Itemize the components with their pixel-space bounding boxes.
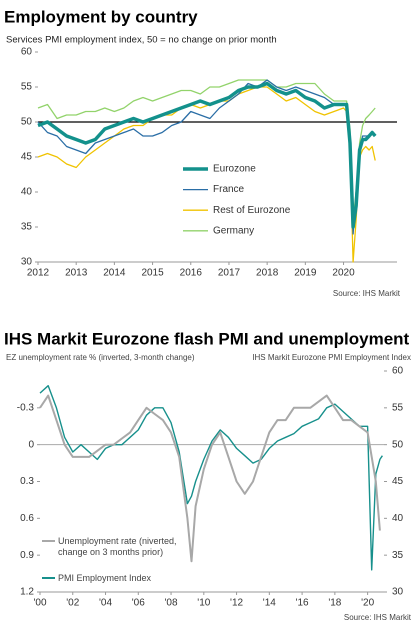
y2-tick-label: 50: [392, 439, 404, 450]
y-axis-label: EZ unemployment rate % (inverted, 3-mont…: [6, 353, 195, 362]
x-tick-label: '16: [296, 598, 309, 609]
y-tick-label: 0.9: [20, 550, 34, 561]
series-line: [39, 394, 381, 563]
chart-title: Employment by country: [4, 7, 198, 26]
x-tick-label: '02: [66, 598, 79, 609]
y2-tick-label: 45: [392, 476, 404, 487]
x-tick-label: '20: [361, 598, 374, 609]
legend-label: Eurozone: [213, 164, 256, 175]
y-tick-label: 0.6: [20, 513, 34, 524]
x-tick-label: '04: [99, 598, 112, 609]
y-tick-label: 45: [21, 152, 33, 163]
x-tick-label: 2014: [103, 268, 126, 279]
legend-label: Rest of Eurozone: [213, 205, 291, 216]
series-line: [37, 81, 377, 229]
y-tick-label: 1.2: [20, 587, 34, 598]
y2-tick-label: 30: [392, 587, 404, 598]
y-tick-label: 0: [28, 439, 34, 450]
series-line: [39, 385, 383, 571]
x-tick-label: '00: [33, 598, 46, 609]
series-line: [37, 86, 376, 263]
x-tick-label: 2018: [256, 268, 279, 279]
y-tick-label: 30: [21, 257, 33, 268]
series-line: [37, 79, 376, 235]
x-tick-label: '12: [230, 598, 243, 609]
y-tick-label: 35: [21, 222, 33, 233]
x-tick-label: 2013: [65, 268, 88, 279]
x-tick-label: 2012: [27, 268, 50, 279]
x-tick-label: 2020: [332, 268, 355, 279]
y-tick-label: 55: [21, 82, 33, 93]
y2-tick-label: 55: [392, 402, 404, 413]
y2-tick-label: 40: [392, 513, 404, 524]
y-tick-label: 60: [21, 47, 33, 58]
y-tick-label: -0.3: [17, 402, 35, 413]
source: Source: IHS Markit: [344, 613, 412, 622]
x-tick-label: '18: [328, 598, 341, 609]
y2-axis-label: IHS Markit Eurozone PMI Employment Index: [252, 353, 411, 362]
x-tick-label: 2017: [218, 268, 241, 279]
legend-label: Germany: [213, 225, 254, 236]
source: Source: IHS Markit: [333, 289, 401, 298]
chart-title: IHS Markit Eurozone flash PMI and unempl…: [4, 329, 410, 348]
x-tick-label: 2019: [294, 268, 317, 279]
legend-label: France: [213, 184, 245, 195]
x-tick-label: '06: [132, 598, 145, 609]
x-tick-label: 2015: [141, 268, 164, 279]
legend-label: PMI Employment Index: [58, 573, 152, 583]
y2-tick-label: 60: [392, 366, 404, 377]
y-tick-label: 0.3: [20, 476, 34, 487]
chart-subtitle: Services PMI employment index, 50 = no c…: [6, 35, 277, 46]
legend-label: Unemployment rate (niverted, change on 3…: [58, 536, 177, 557]
x-tick-label: '14: [263, 598, 276, 609]
y2-tick-label: 35: [392, 550, 404, 561]
x-tick-label: 2016: [180, 268, 203, 279]
y-tick-label: 40: [21, 187, 33, 198]
y-tick-label: 50: [21, 117, 33, 128]
x-tick-label: '10: [197, 598, 210, 609]
x-tick-label: '08: [165, 598, 178, 609]
